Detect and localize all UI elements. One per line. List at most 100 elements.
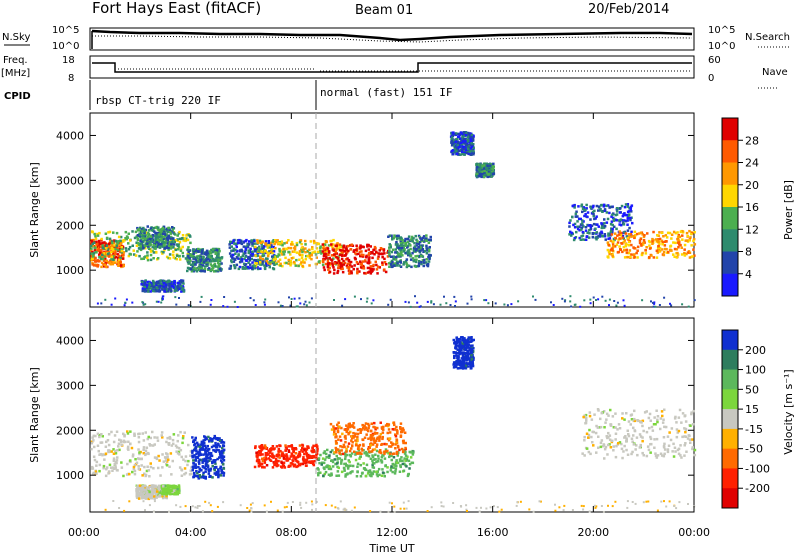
- power-echo-cell: [315, 262, 318, 266]
- velocity-echo-cell: [179, 448, 183, 452]
- power-echo-cell: [578, 229, 581, 232]
- power-echo-cell: [608, 211, 611, 215]
- velocity-echo-cell: [381, 471, 385, 474]
- velocity-echo-cell: [204, 467, 208, 471]
- power-echo-cell: [278, 247, 281, 251]
- power-echo-cell: [465, 150, 469, 153]
- power-echo-cell: [643, 234, 646, 237]
- power-echo-cell: [581, 222, 584, 225]
- velocity-echo-cell: [90, 440, 94, 443]
- power-echo-cell: [149, 227, 153, 230]
- cpid-segment-1: rbsp CT-trig 220 IF: [95, 94, 221, 107]
- power-echo-cell: [418, 244, 422, 248]
- power-echo-cell: [615, 218, 618, 222]
- power-echo-cell: [606, 241, 610, 244]
- velocity-echo-cell: [161, 490, 164, 494]
- power-echo-cell: [656, 251, 659, 254]
- power-echo-cell: [327, 253, 330, 256]
- power-echo-cell: [167, 242, 170, 245]
- power-echo-cell: [329, 239, 332, 243]
- power-echo-cell: [626, 203, 630, 206]
- velocity-echo-cell: [98, 469, 101, 473]
- power-echo-cell: [624, 219, 628, 223]
- velocity-echo-cell: [179, 430, 182, 434]
- velocity-echo-cell: [174, 485, 177, 489]
- power-echo-cell: [598, 205, 601, 208]
- power-echo-cell: [470, 143, 474, 147]
- power-echo-cell: [106, 261, 110, 264]
- velocity-echo-cell: [207, 435, 210, 439]
- power-echo-cell: [206, 261, 210, 264]
- power-echo-cell: [164, 239, 167, 243]
- power-echo-cell: [135, 244, 139, 247]
- power-echo-cell: [414, 234, 417, 238]
- power-echo-cell: [206, 251, 210, 255]
- velocity-echo-cell: [100, 441, 104, 444]
- power-echo-cell: [258, 239, 262, 243]
- velocity-echo-cell: [219, 467, 222, 470]
- power-echo-cell: [220, 262, 223, 265]
- power-echo-cell: [390, 234, 393, 237]
- power-echo-cell: [636, 256, 639, 259]
- velocity-echo-cell: [114, 449, 117, 453]
- power-echo-cell: [388, 254, 391, 258]
- power-echo-cell: [358, 247, 362, 250]
- power-echo-cell: [425, 252, 429, 255]
- velocity-echo-cell: [220, 439, 223, 442]
- velocity-echo-cell: [182, 458, 185, 461]
- power-echo-cell: [359, 266, 363, 269]
- velocity-echo-cell: [259, 453, 262, 457]
- velocity-echo-cell: [314, 444, 318, 448]
- velocity-echo-cell: [390, 458, 393, 462]
- power-echo-cell: [417, 247, 420, 250]
- power-echo-cell: [208, 250, 212, 253]
- velocity-echo-cell: [277, 450, 280, 453]
- power-ground-speckle: [616, 301, 619, 304]
- power-echo-cell: [282, 253, 286, 256]
- power-echo-cell: [389, 262, 393, 266]
- power-echo-cell: [264, 242, 267, 245]
- power-echo-cell: [152, 284, 155, 287]
- power-ground-speckle: [277, 301, 280, 304]
- velocity-echo-cell: [304, 450, 308, 453]
- velocity-echo-cell: [202, 474, 205, 477]
- power-echo-cell: [662, 235, 665, 238]
- power-echo-cell: [262, 247, 265, 250]
- power-echo-cell: [189, 241, 192, 245]
- power-echo-cell: [113, 261, 116, 264]
- power-echo-cell: [121, 257, 125, 260]
- power-echo-cell: [114, 247, 117, 250]
- power-ground-speckle: [304, 300, 307, 303]
- velocity-echo-cell: [222, 441, 226, 444]
- power-echo-cell: [202, 260, 206, 264]
- power-echo-cell: [481, 172, 484, 175]
- power-ground-speckle: [485, 299, 488, 302]
- power-echo-cell: [341, 267, 344, 270]
- power-echo-cell: [580, 203, 584, 206]
- power-echo-cell: [597, 209, 600, 212]
- velocity-echo-cell: [311, 460, 315, 463]
- power-echo-cell: [345, 245, 348, 248]
- velocity-echo-cell: [401, 459, 404, 462]
- power-echo-cell: [394, 262, 398, 265]
- velocity-echo-cell: [196, 451, 199, 454]
- nave-line: [118, 68, 692, 72]
- power-echo-cell: [427, 241, 431, 244]
- power-echo-cell: [614, 237, 617, 240]
- power-echo-cell: [648, 244, 651, 247]
- power-echo-cell: [251, 261, 254, 264]
- power-echo-cell: [163, 233, 167, 237]
- power-echo-cell: [264, 251, 267, 255]
- power-echo-cell: [298, 250, 302, 253]
- power-echo-cell: [140, 242, 144, 246]
- power-echo-cell: [251, 252, 255, 256]
- power-echo-cell: [603, 218, 606, 221]
- velocity-echo-cell: [345, 473, 349, 476]
- power-ground-speckle: [454, 305, 456, 307]
- velocity-echo-cell: [330, 472, 333, 475]
- power-echo-cell: [163, 241, 166, 244]
- power-echo-cell: [427, 238, 430, 242]
- velocity-echo-cell: [283, 466, 287, 469]
- power-echo-cell: [627, 233, 631, 236]
- power-echo-cell: [342, 263, 346, 266]
